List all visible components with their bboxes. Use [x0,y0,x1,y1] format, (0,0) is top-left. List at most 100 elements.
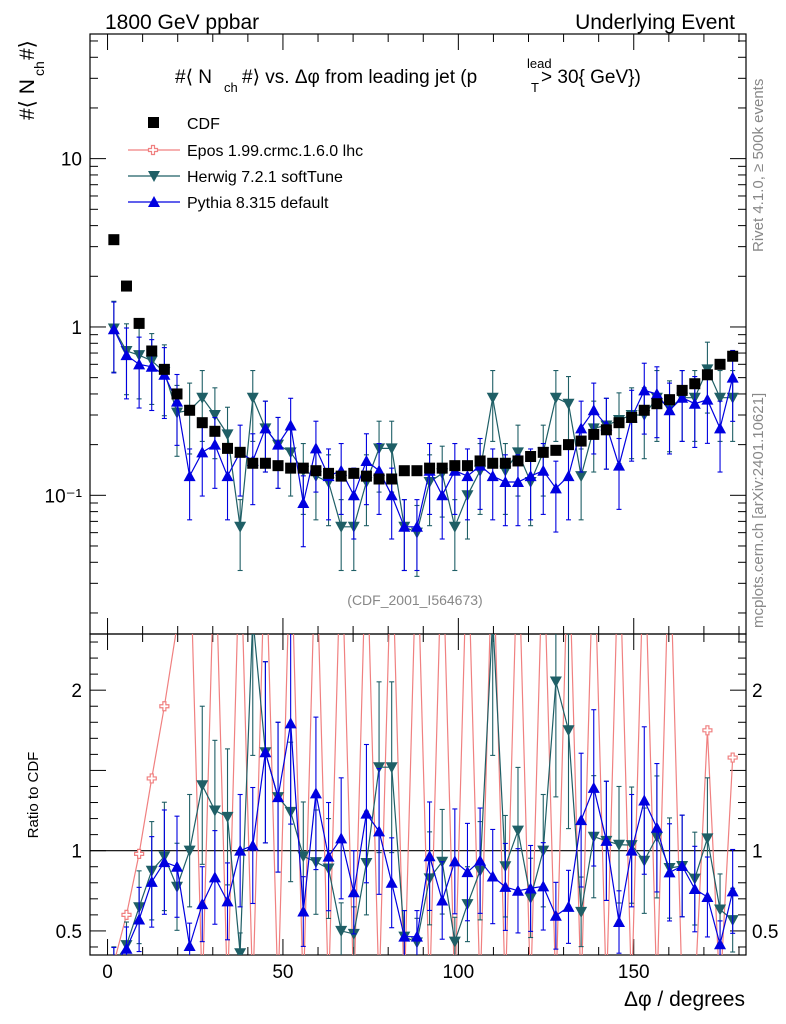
cdf-marker [247,457,259,469]
ratio-y-tick-label-right: 2 [752,681,763,702]
cdf-marker [348,467,360,479]
ratio-series [111,525,739,1000]
watermark: (CDF_2001_I564673) [347,592,482,608]
pythia-marker [726,371,739,383]
cdf-marker [310,465,322,477]
cdf-marker [146,345,158,357]
pythia-ratio-marker [537,880,550,892]
cdf-marker [727,350,739,362]
ratio-x-tick-label: 50 [272,962,293,983]
pythia-ratio-marker [461,866,474,878]
herwig-marker [208,409,221,421]
cdf-marker [575,435,587,447]
main-series [107,234,739,577]
herwig-marker [246,392,259,404]
herwig-marker [714,392,727,404]
pythia-marker [360,454,373,466]
epos-marker [513,525,522,534]
herwig-ratio-marker [613,839,626,851]
cdf-marker [222,442,234,454]
header-right: Underlying Event [575,11,735,34]
pythia-marker [461,470,474,482]
header-left: 1800 GeV ppbar [105,11,259,34]
pythia-marker [107,323,120,335]
cdf-marker [196,417,208,429]
herwig-ratio-marker [297,851,310,863]
pythia-ratio-marker [625,844,638,856]
epos-marker [210,525,219,534]
herwig-ratio-marker [575,906,588,918]
pythia-marker [410,520,423,532]
herwig-ratio-marker [234,948,247,955]
cdf-marker [373,473,385,485]
pythia-ratio-marker [410,930,423,942]
pythia-ratio-marker [436,894,449,906]
epos-marker [665,525,674,534]
pythia-ratio-marker [335,832,348,844]
epos-marker [640,525,649,534]
pythia-marker [587,404,600,416]
pythia-marker [385,489,398,501]
epos-marker [375,991,384,1000]
herwig-marker [221,429,234,441]
epos-marker [564,525,573,534]
epos-marker [539,525,548,534]
epos-marker [134,848,145,859]
pythia-line [113,328,734,528]
cdf-marker [638,404,650,416]
herwig-ratio-marker [487,613,499,624]
pythia-ratio-marker [183,939,196,951]
pythia-ratio-marker [587,781,600,793]
pythia-marker [562,470,575,482]
cdf-marker [562,439,574,451]
pythia-ratio-marker [486,870,499,882]
title-part-4: T [531,80,539,95]
epos-marker [702,725,713,736]
x-axis-label: Δφ / degrees [624,988,745,1011]
cdf-marker [424,462,436,474]
herwig-marker [562,398,575,410]
main-y-axis: 10⁻¹ 1 10 [45,40,746,614]
legend-marker-pythia [148,196,160,207]
pythia-ratio-marker [398,930,411,942]
main-title: #⟨ N ch #⟩ vs. Δφ from leading jet (p T … [175,56,641,95]
cdf-marker [461,460,473,472]
pythia-ratio-marker [297,905,310,917]
herwig-ratio-marker [208,805,221,817]
cdf-marker [411,465,423,477]
cdf-marker [335,470,347,482]
legend-label-epos: Epos 1.99.crmc.1.6.0 lhc [187,143,363,160]
herwig-ratio-marker [549,676,562,688]
pythia-ratio-marker [562,900,575,912]
cdf-marker [158,363,170,375]
ratio-y-tick-label: 2 [71,681,82,702]
ratio-y-tick-label-right: 0.5 [752,922,778,943]
pythia-ratio-marker [688,883,701,895]
cdf-marker [272,460,284,472]
pythia-ratio-marker [701,890,714,902]
herwig-marker [234,521,247,533]
pythia-ratio-marker [575,814,588,826]
herwig-marker [335,521,348,533]
cdf-marker [664,394,676,406]
pythia-ratio-marker [638,794,651,806]
legend-label-pythia: Pythia 8.315 default [187,195,329,212]
cdf-marker [184,404,196,416]
main-x-ticks [107,34,740,634]
pythia-marker [347,489,360,501]
epos-marker [324,991,333,1000]
herwig-ratio-marker [221,811,234,823]
pythia-marker [398,520,411,532]
ratio-x-tick-label: 150 [618,962,650,983]
epos-marker [286,525,295,534]
pythia-ratio-marker [322,850,335,862]
epos-marker [299,991,308,1000]
ylabel-part-c: #⟩ [16,40,39,60]
pythia-ratio-marker [600,834,613,846]
cdf-marker [436,462,448,474]
ratio-y-label: Ratio to CDF [25,752,42,839]
herwig-ratio-marker [196,780,209,792]
herwig-marker [486,392,499,404]
cdf-marker [209,425,221,437]
legend: CDF Epos 1.99.crmc.1.6.0 lhc Herwig 7.2.… [128,116,363,212]
